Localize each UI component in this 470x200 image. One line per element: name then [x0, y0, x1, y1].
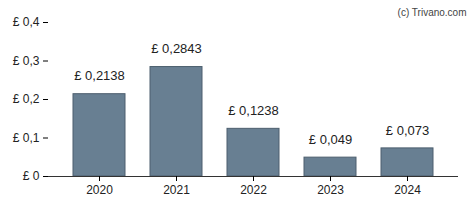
- svg-text:£ 0,1238: £ 0,1238: [228, 103, 279, 118]
- svg-text:2022: 2022: [240, 183, 267, 197]
- svg-text:£ 0,2843: £ 0,2843: [151, 41, 202, 56]
- svg-text:£ 0,3: £ 0,3: [13, 54, 40, 68]
- svg-text:£ 0,049: £ 0,049: [309, 132, 352, 147]
- svg-text:£ 0,2: £ 0,2: [13, 92, 40, 106]
- svg-text:2021: 2021: [163, 183, 190, 197]
- svg-text:2023: 2023: [317, 183, 344, 197]
- svg-text:£ 0,073: £ 0,073: [386, 123, 429, 138]
- svg-text:£ 0: £ 0: [23, 169, 40, 183]
- svg-text:£ 0,4: £ 0,4: [13, 15, 40, 29]
- svg-text:2024: 2024: [394, 183, 421, 197]
- svg-text:(c) Trivano.com: (c) Trivano.com: [398, 7, 467, 18]
- svg-text:2020: 2020: [86, 183, 113, 197]
- svg-text:£ 0,2138: £ 0,2138: [74, 68, 125, 83]
- svg-text:£ 0,1: £ 0,1: [13, 131, 40, 145]
